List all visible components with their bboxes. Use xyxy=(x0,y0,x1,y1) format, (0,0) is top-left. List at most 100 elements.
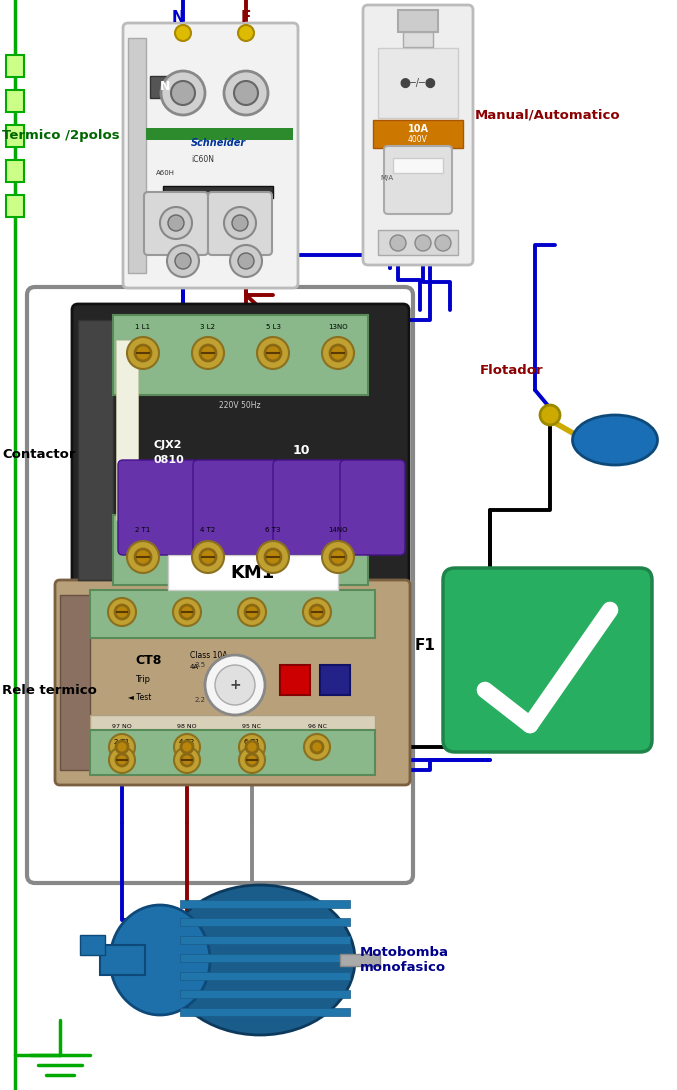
Text: Motobomba
monofasico: Motobomba monofasico xyxy=(360,946,449,974)
Text: ⬤─/─⬤: ⬤─/─⬤ xyxy=(399,77,437,88)
Text: 400V: 400V xyxy=(408,135,428,145)
Text: iC60N: iC60N xyxy=(191,156,214,165)
Bar xyxy=(180,936,350,944)
Text: CT8: CT8 xyxy=(135,654,161,666)
Bar xyxy=(393,158,443,173)
Circle shape xyxy=(238,253,254,269)
Text: 5 L3: 5 L3 xyxy=(265,324,280,330)
Bar xyxy=(6,195,24,217)
Circle shape xyxy=(171,81,195,105)
Text: Manual/Automatico: Manual/Automatico xyxy=(475,109,621,121)
Text: F1: F1 xyxy=(415,638,436,653)
Circle shape xyxy=(175,253,191,269)
Circle shape xyxy=(200,549,216,565)
Circle shape xyxy=(127,337,159,370)
Text: CJX2: CJX2 xyxy=(153,440,181,450)
Bar xyxy=(320,665,350,695)
Text: 220V 50Hz: 220V 50Hz xyxy=(219,400,261,410)
Circle shape xyxy=(205,655,265,715)
Bar xyxy=(180,918,350,926)
Text: 2.2: 2.2 xyxy=(194,697,206,703)
Bar xyxy=(90,590,375,638)
Bar xyxy=(90,715,375,763)
Circle shape xyxy=(115,605,129,619)
Bar xyxy=(150,76,180,98)
Text: Contactor: Contactor xyxy=(2,448,76,461)
Circle shape xyxy=(246,741,258,753)
Circle shape xyxy=(181,754,193,766)
Bar xyxy=(180,972,350,980)
Circle shape xyxy=(540,405,560,425)
Bar xyxy=(113,315,368,395)
FancyBboxPatch shape xyxy=(208,192,272,255)
Circle shape xyxy=(415,235,431,251)
FancyBboxPatch shape xyxy=(384,146,452,214)
Text: Class 10A: Class 10A xyxy=(190,651,227,659)
Circle shape xyxy=(239,747,265,773)
Circle shape xyxy=(310,605,324,619)
Bar xyxy=(6,160,24,182)
Circle shape xyxy=(200,346,216,361)
Text: 3.5: 3.5 xyxy=(194,662,206,668)
Text: 4 T2: 4 T2 xyxy=(200,526,216,533)
Text: Schneider: Schneider xyxy=(191,138,246,148)
FancyBboxPatch shape xyxy=(72,304,409,596)
Circle shape xyxy=(135,549,151,565)
Bar xyxy=(280,665,310,695)
Circle shape xyxy=(238,598,266,626)
Circle shape xyxy=(303,598,331,626)
Text: 6 T1: 6 T1 xyxy=(244,739,260,744)
Text: 0810: 0810 xyxy=(153,455,183,465)
Ellipse shape xyxy=(573,415,657,465)
Circle shape xyxy=(435,235,451,251)
Circle shape xyxy=(322,541,354,573)
Circle shape xyxy=(127,541,159,573)
FancyBboxPatch shape xyxy=(193,460,278,555)
Circle shape xyxy=(215,665,255,705)
Bar xyxy=(6,125,24,147)
Bar xyxy=(113,514,368,585)
Circle shape xyxy=(390,235,406,251)
Circle shape xyxy=(246,754,258,766)
Circle shape xyxy=(224,71,268,116)
Circle shape xyxy=(108,598,136,626)
Bar xyxy=(168,555,338,590)
Circle shape xyxy=(232,215,248,231)
Bar xyxy=(80,935,105,955)
FancyBboxPatch shape xyxy=(55,580,410,785)
FancyBboxPatch shape xyxy=(363,5,473,265)
Text: 10A: 10A xyxy=(408,124,429,134)
FancyBboxPatch shape xyxy=(273,460,348,555)
Circle shape xyxy=(192,541,224,573)
Circle shape xyxy=(257,541,289,573)
Text: Rele termico: Rele termico xyxy=(2,683,97,697)
Text: M/A: M/A xyxy=(380,175,393,181)
Text: 4 T2: 4 T2 xyxy=(179,739,194,744)
Text: F: F xyxy=(241,11,251,25)
Bar xyxy=(378,48,458,118)
Text: 6 T3: 6 T3 xyxy=(265,526,281,533)
Text: KM1: KM1 xyxy=(231,564,275,582)
Bar xyxy=(60,595,90,770)
Text: Trip: Trip xyxy=(135,676,150,685)
Bar xyxy=(398,10,438,32)
Circle shape xyxy=(160,207,192,239)
Circle shape xyxy=(230,245,262,277)
Bar xyxy=(6,90,24,112)
Text: 10: 10 xyxy=(293,444,311,457)
Bar xyxy=(180,900,350,908)
Text: 13NO: 13NO xyxy=(328,324,348,330)
Circle shape xyxy=(161,71,205,116)
Circle shape xyxy=(330,346,346,361)
Text: 3 L2: 3 L2 xyxy=(200,324,215,330)
Circle shape xyxy=(330,549,346,565)
Circle shape xyxy=(311,741,323,753)
Circle shape xyxy=(265,549,281,565)
Circle shape xyxy=(245,605,259,619)
Text: 96 NC: 96 NC xyxy=(307,725,326,729)
Circle shape xyxy=(192,337,224,370)
Circle shape xyxy=(304,734,330,760)
Text: 4A: 4A xyxy=(190,664,199,670)
Text: Termico /2polos: Termico /2polos xyxy=(2,129,120,142)
Ellipse shape xyxy=(165,885,355,1036)
